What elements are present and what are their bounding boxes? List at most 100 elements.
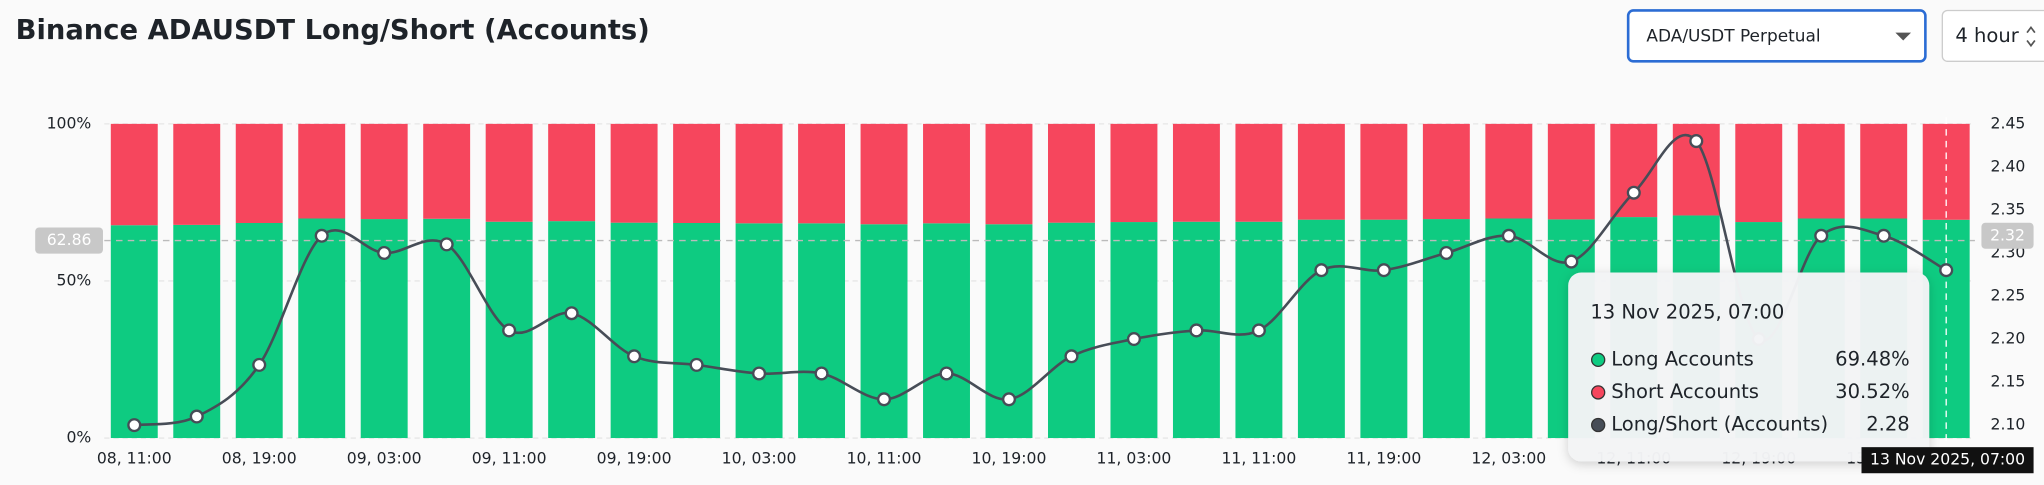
y2-tick-label: 2.40 <box>1991 156 2026 175</box>
crosshair-x-label: 13 Nov 2025, 07:00 <box>1870 450 2025 469</box>
ratio-point <box>127 418 142 433</box>
bar-segment <box>1797 123 1845 219</box>
crosshair-label-box <box>1981 222 2034 249</box>
bar-segment <box>548 123 596 222</box>
bar-segment <box>1110 123 1158 223</box>
ratio-point <box>377 245 392 261</box>
y2-tick-label: 2.20 <box>1991 329 2026 348</box>
bar-segment <box>298 218 346 439</box>
x-tick-label: 11, 19:00 <box>1346 448 1421 467</box>
bar-segment <box>1422 123 1470 220</box>
bar-segment <box>1485 123 1533 219</box>
bar-segment <box>1485 218 1533 439</box>
ratio-point <box>564 306 579 321</box>
ratio-point <box>939 366 954 381</box>
bar-segment <box>798 123 846 224</box>
bar-segment <box>1360 123 1408 220</box>
select-box[interactable] <box>1626 9 1927 63</box>
tooltip-dot <box>1591 352 1606 367</box>
ratio-point <box>689 357 704 372</box>
x-tick-label: 08, 11:00 <box>97 448 172 467</box>
crosshair-y2-label: 2.32 <box>1990 225 2025 244</box>
x-tick-label: 12, 03:00 <box>1471 448 1546 467</box>
ratio-point <box>1814 228 1829 243</box>
bar-segment <box>735 223 783 439</box>
ratio-point <box>1314 263 1329 278</box>
bar-segment <box>173 123 221 225</box>
crosshair-x-box <box>1861 447 2034 474</box>
tooltip-title: 13 Nov 2025, 07:00 <box>1590 300 1784 323</box>
bar-segment <box>985 123 1033 225</box>
ratio-point <box>1189 323 1204 338</box>
bar-segment <box>1360 219 1408 439</box>
bar-segment <box>1172 123 1220 222</box>
tooltip-value: 2.28 <box>1866 413 1910 436</box>
y2-tick-label: 2.15 <box>1991 372 2026 391</box>
x-tick-label: 10, 03:00 <box>722 448 797 467</box>
bar-segment <box>548 221 596 439</box>
ratio-point <box>752 366 767 381</box>
ratio-point <box>189 409 204 424</box>
tooltip-dot <box>1591 385 1606 400</box>
bar-segment <box>673 222 721 439</box>
ratio-point <box>1001 392 1017 407</box>
ratio-point <box>1689 134 1704 149</box>
x-tick-label: 11, 11:00 <box>1221 448 1296 467</box>
bar-segment <box>423 218 471 439</box>
ratio-point <box>814 366 829 381</box>
bar-segment <box>1860 123 1908 219</box>
tooltip-series-name: Long Accounts <box>1611 347 1754 370</box>
interval-select[interactable]: 4 hour <box>1941 9 2044 62</box>
bar-segment <box>610 222 658 439</box>
bar-segment <box>235 222 283 439</box>
bar-segment <box>1110 222 1158 439</box>
y-tick-label: 0% <box>66 428 91 447</box>
x-tick-label: 10, 11:00 <box>847 448 922 467</box>
bar-segment <box>1048 222 1095 439</box>
x-tick-label: 09, 19:00 <box>597 448 672 467</box>
y2-tick-label: 2.45 <box>1991 113 2026 132</box>
bar-segment <box>860 123 908 225</box>
select-box[interactable] <box>1941 9 2044 62</box>
ratio-point <box>314 228 329 243</box>
ratio-point <box>1376 263 1391 278</box>
y2-tick-label: 2.35 <box>1991 199 2026 218</box>
crosshair-label-box <box>35 227 103 254</box>
tooltip-dot <box>1591 417 1606 433</box>
x-tick-label: 10, 19:00 <box>972 448 1047 467</box>
tooltip-box <box>1568 272 1930 462</box>
ratio-point <box>1064 349 1079 364</box>
x-tick-label: 11, 03:00 <box>1097 448 1172 467</box>
bar-segment <box>1297 123 1345 220</box>
bar-segment <box>735 123 783 224</box>
tooltip-series-name: Short Accounts <box>1611 380 1759 403</box>
bar-segment <box>923 123 970 224</box>
tooltip-value: 30.52% <box>1835 380 1910 403</box>
y2-tick-label: 2.25 <box>1991 286 2026 305</box>
bar-segment <box>1735 123 1783 223</box>
bar-segment <box>673 123 721 223</box>
bar-segment <box>423 123 471 219</box>
ratio-point <box>1564 254 1579 269</box>
ratio-point <box>439 237 454 252</box>
y-tick-label: 100% <box>47 113 92 132</box>
bar-segment <box>1547 123 1595 220</box>
tooltip: 13 Nov 2025, 07:00 Long Accounts 69.48% Sho… <box>1568 272 1930 462</box>
bar-segment <box>485 123 533 222</box>
crosshair-y-label: 62.86 <box>47 230 92 249</box>
bar-segment <box>1048 123 1095 223</box>
bar-segment <box>610 123 658 223</box>
select-text: ADA/USDT Perpetual <box>1646 26 1820 46</box>
x-tick-label: 09, 03:00 <box>347 448 422 467</box>
y-tick-label: 50% <box>57 270 92 289</box>
ratio-point <box>1251 323 1266 338</box>
bar-segment <box>1297 219 1345 439</box>
ratio-point <box>1876 228 1891 243</box>
pair-select[interactable]: ADA/USDT Perpetual <box>1626 9 1927 63</box>
ratio-point <box>252 357 267 372</box>
bar-segment <box>923 223 970 439</box>
ratio-point <box>876 392 892 407</box>
bar-segment <box>235 123 283 223</box>
y2-tick-label: 2.10 <box>1991 415 2026 434</box>
